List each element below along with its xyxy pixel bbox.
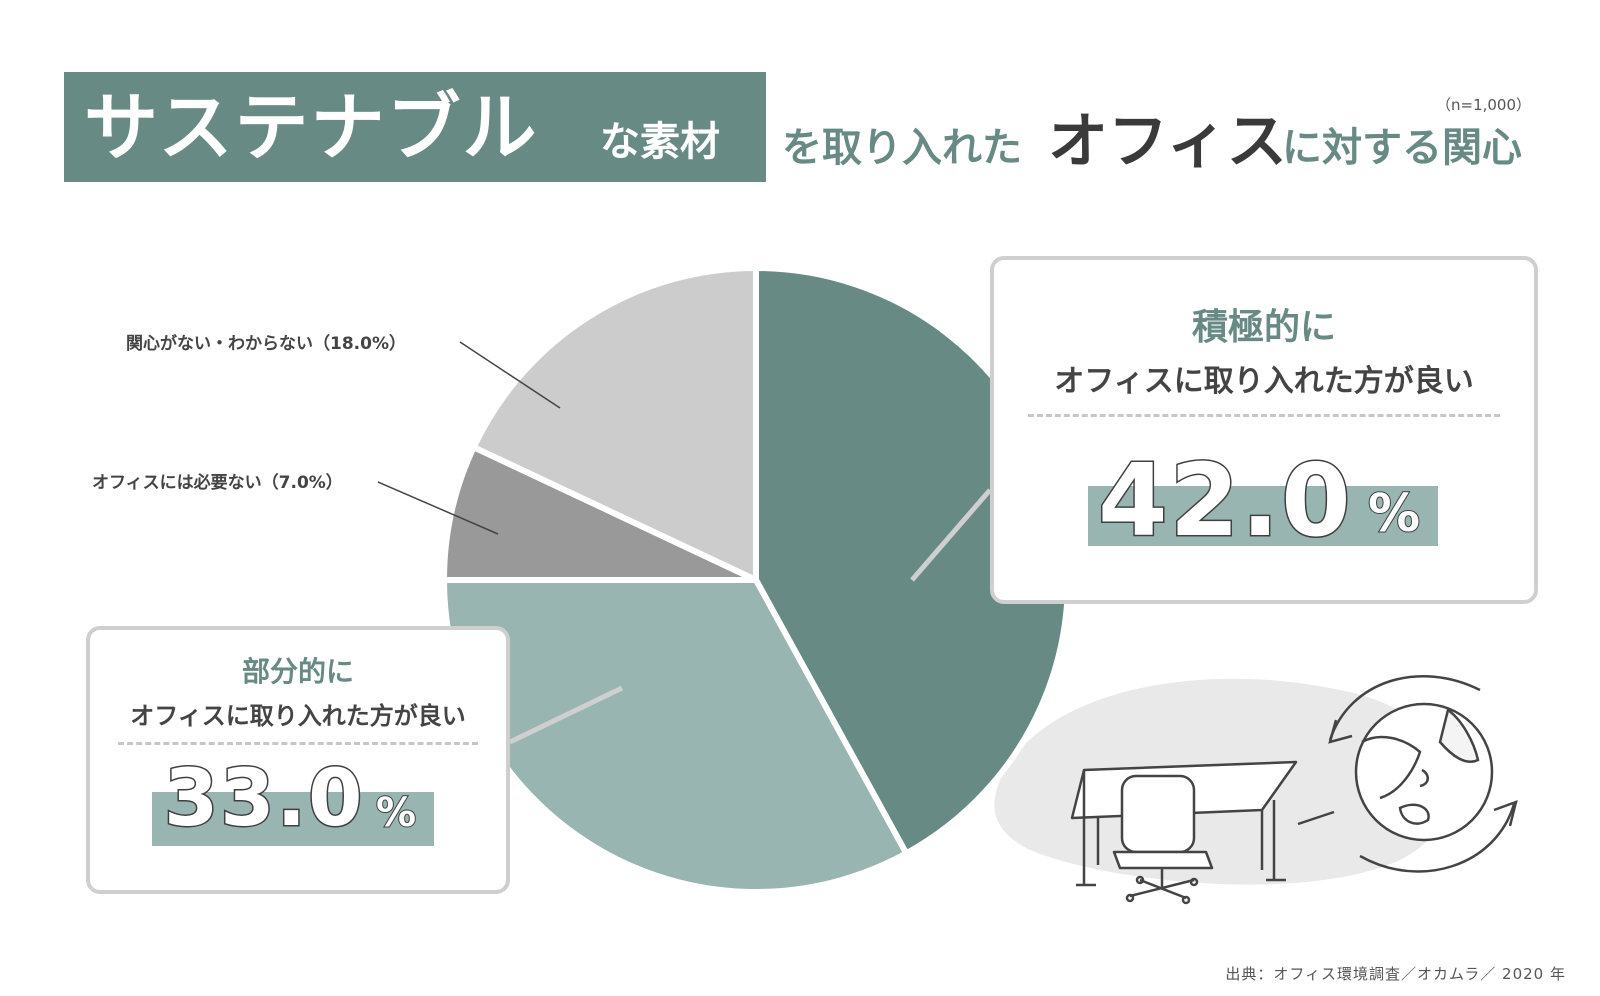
leader-uninterested: [459, 341, 561, 409]
label-unnecessary: オフィスには必要ない（7.0%）: [92, 472, 343, 493]
pie-slices: [441, 265, 1071, 895]
callout-positive-bar: [1088, 486, 1438, 546]
title-middle: を取り入れた: [782, 125, 1022, 171]
source-note: 出典：オフィス環境調査／オカムラ／ 2020 年: [1225, 965, 1566, 983]
slice-unnecessary: [441, 444, 759, 583]
title-highlight: サステナブル: [84, 85, 539, 171]
recycle-globe-icon: [1328, 675, 1518, 873]
callout-partial-unit: %: [375, 789, 417, 837]
callout-partial: 部分的に オフィスに取り入れた方が良い 33.0 %: [86, 626, 510, 894]
title-emphasis: オフィス: [1048, 107, 1287, 177]
desk-chair-icon: [1070, 760, 1335, 905]
title-highlight-suffix: な素材: [600, 119, 720, 165]
slice-uninterested: [470, 265, 759, 583]
callout-positive-head: 積極的に: [1191, 307, 1336, 348]
callout-positive-value: 42.0: [1097, 441, 1353, 561]
callout-partial-divider: [118, 742, 478, 745]
callout-partial-head: 部分的に: [241, 655, 354, 688]
callout-positive-divider: [1028, 414, 1500, 417]
callout-positive: 積極的に オフィスに取り入れた方が良い 42.0 %: [990, 256, 1538, 604]
callout-partial-value: 33.0: [162, 753, 365, 846]
label-uninterested: 関心がない・わからない（18.0%）: [126, 333, 406, 354]
leader-unnecessary: [377, 481, 499, 535]
callout-positive-unit: %: [1367, 483, 1421, 545]
title-band: [64, 72, 766, 182]
callout-partial-sub: オフィスに取り入れた方が良い: [130, 702, 466, 730]
sample-size: （n=1,000）: [1436, 96, 1532, 114]
callout-positive-sub: オフィスに取り入れた方が良い: [1054, 364, 1474, 399]
leader-partial: [508, 685, 624, 745]
callout-partial-bar: [152, 792, 434, 846]
leader-positive: [910, 488, 992, 582]
title-end: に対する関心: [1282, 125, 1522, 171]
